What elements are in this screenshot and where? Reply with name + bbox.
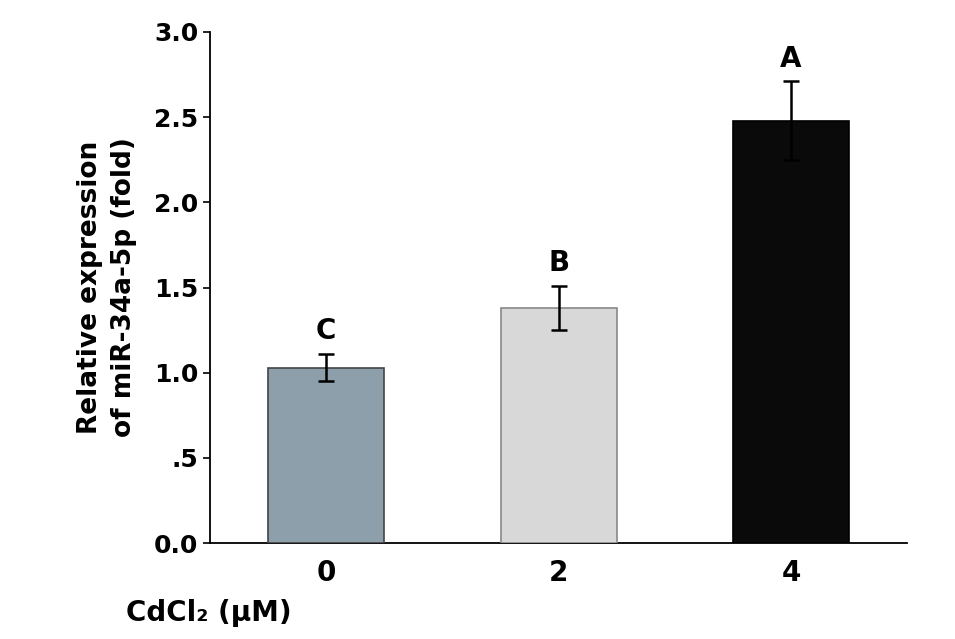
- Bar: [500, 308, 617, 543]
- Bar: [733, 121, 849, 543]
- Text: C: C: [316, 318, 336, 346]
- Text: CdCl₂ (μM): CdCl₂ (μM): [126, 599, 292, 627]
- Y-axis label: Relative expression
of miR-34a-5p (fold): Relative expression of miR-34a-5p (fold): [77, 137, 138, 438]
- Text: A: A: [780, 45, 802, 73]
- Text: B: B: [548, 249, 569, 277]
- Bar: [268, 367, 384, 543]
